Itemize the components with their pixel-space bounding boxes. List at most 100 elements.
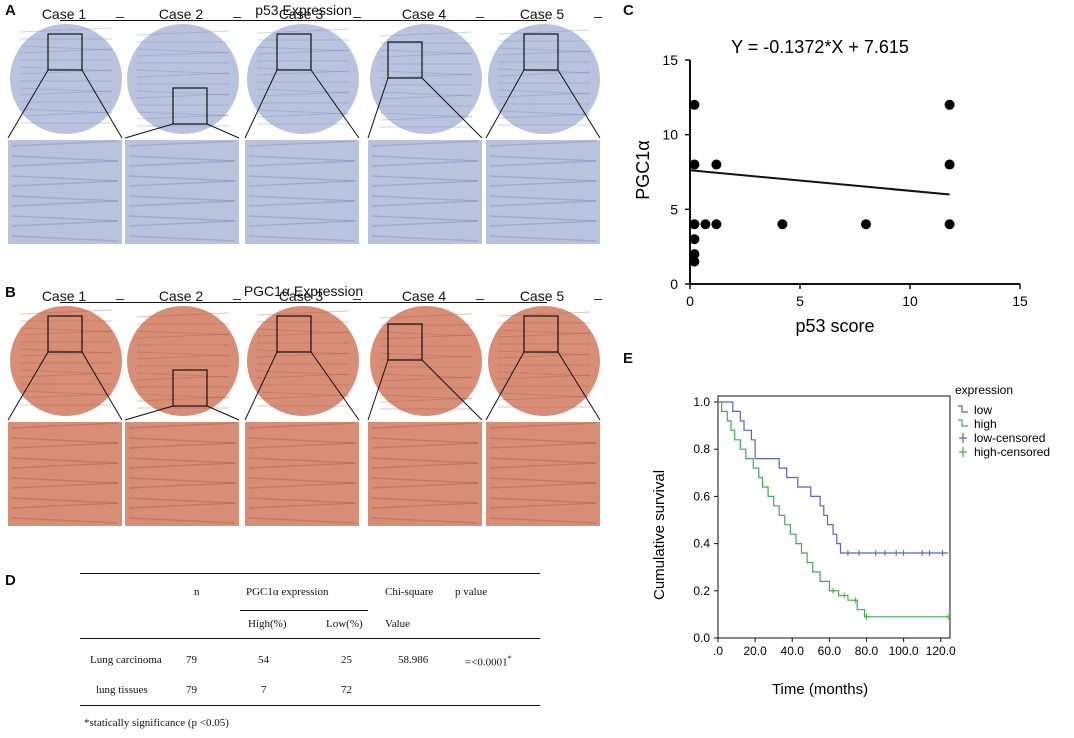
p53-zoom-texture (248, 200, 356, 207)
pgc1a-core-texture (497, 374, 591, 380)
chart-e-censor-mark (901, 550, 907, 557)
panel-a-title: p53 Expression (255, 2, 352, 18)
p53-zoom-box (47, 33, 83, 71)
pgc1a-zoom-texture (371, 477, 479, 484)
pgc1a-core-texture (19, 390, 113, 396)
p53-core-texture (136, 93, 230, 99)
p53-zoom-texture (128, 160, 236, 167)
p53-core-image (127, 24, 239, 134)
row-p-sup: * (507, 654, 512, 663)
p53-zoom-texture (371, 215, 479, 222)
pgc1a-zoom-texture (11, 457, 119, 464)
panel-label-b: B (5, 284, 16, 301)
legend-symbol-high (958, 419, 968, 427)
pgc1a-zoom-texture (248, 422, 356, 429)
table-subheader-rule (240, 610, 368, 611)
pgc1a-zoom-image (368, 422, 482, 526)
pgc1a-scale-bar (476, 299, 484, 300)
chart-c-y-tick-label: 5 (670, 201, 678, 217)
legend-label-high-censored: high-censored (974, 445, 1050, 459)
chart-e-series (718, 401, 951, 620)
p53-zoom-texture (489, 195, 597, 202)
p53-zoom-texture (248, 215, 356, 222)
table-header-high: High(%) (248, 618, 287, 630)
chart-e-frame (717, 395, 951, 639)
p53-core-texture (256, 109, 350, 115)
p53-core-texture (379, 49, 473, 55)
chart-c-point (777, 219, 788, 230)
pgc1a-core-texture (136, 330, 230, 336)
pgc1a-zoom-texture (489, 502, 597, 509)
pgc1a-zoom-texture (128, 482, 236, 489)
p53-zoom-image (245, 140, 359, 244)
pgc1a-zoom-line (310, 351, 360, 421)
p53-core-texture (136, 69, 230, 75)
p53-zoom-texture (489, 140, 597, 147)
pgc1a-zoom-texture (371, 462, 479, 469)
pgc1a-scale-bar (594, 299, 602, 300)
chart-c-point (689, 159, 700, 170)
p53-zoom-texture (489, 160, 597, 167)
p53-zoom-texture (248, 180, 356, 187)
p53-zoom-texture (248, 140, 356, 147)
p53-scale-bar (594, 17, 602, 18)
pgc1a-zoom-texture (489, 462, 597, 469)
chart-e-y-tick-label: 0.4 (693, 537, 710, 551)
chart-e-legend-title: expression (955, 383, 1013, 397)
p53-zoom-texture (371, 140, 479, 147)
pgc1a-core-texture (19, 309, 113, 315)
row-p-value: =<0.0001 (465, 656, 508, 669)
p53-zoom-texture (371, 160, 479, 167)
p53-case-image (124, 24, 240, 244)
pgc1a-core-texture (136, 393, 230, 399)
km-survival-chart: .0 20.0 40.0 60.0 80.0 100.0 120.0 0.0 0.2 0.4 0.6… (651, 383, 1050, 698)
p53-core-image (370, 24, 482, 134)
p53-zoom-image (368, 140, 482, 244)
table-top-rule (80, 573, 540, 574)
table-header-n: n (194, 586, 200, 598)
pgc1a-zoom-texture (11, 517, 119, 524)
chart-c-point (861, 219, 871, 230)
p53-zoom-box (523, 33, 559, 71)
p53-core-texture (379, 31, 473, 37)
chart-c-regression-line (689, 169, 950, 196)
pgc1a-core-texture (379, 331, 473, 337)
row-high: 7 (261, 684, 267, 696)
pgc1a-zoom-image (8, 422, 122, 526)
pgc1a-zoom-texture (248, 517, 356, 524)
p53-zoom-texture (371, 180, 479, 187)
pgc1a-zoom-texture (248, 457, 356, 464)
chart-c-xlabel: p53 score (795, 316, 874, 336)
row-n: 79 (186, 684, 197, 696)
chart-c-point (944, 219, 955, 230)
pgc1a-zoom-image (486, 422, 600, 526)
pgc1a-zoom-texture (371, 422, 479, 429)
pgc1a-zoom-line (421, 359, 483, 421)
pgc1a-zoom-texture (371, 442, 479, 449)
pgc1a-core-texture (379, 394, 473, 400)
p53-core-texture (136, 30, 230, 36)
legend-symbol-low (958, 405, 968, 413)
p53-core-texture (497, 47, 591, 53)
pgc1a-core-texture (136, 375, 230, 381)
pgc1a-zoom-texture (11, 477, 119, 484)
pgc1a-zoom-line (206, 405, 240, 421)
chart-c-point (944, 99, 955, 110)
pgc1a-zoom-texture (128, 462, 236, 469)
chart-e-xlabel: Time (months) (772, 681, 868, 698)
chart-e-x-tick-label: 80.0 (855, 644, 879, 658)
p53-zoom-line (485, 69, 525, 139)
pgc1a-zoom-texture (371, 502, 479, 509)
chart-e-y-tick-label: 0.6 (693, 489, 710, 503)
p53-zoom-texture (128, 140, 236, 147)
chart-e-series-low (718, 401, 949, 554)
p53-core-texture (379, 115, 473, 121)
p53-core-texture (497, 50, 591, 56)
chart-e-axes (717, 395, 951, 639)
p53-core-texture (379, 94, 473, 100)
p53-core-texture (497, 71, 591, 77)
pgc1a-core-texture (256, 391, 350, 397)
chart-e-x-tick-label: 20.0 (743, 644, 767, 658)
pgc1a-scale-bar (116, 299, 124, 300)
table-footnote: *statically significance (p <0.05) (84, 717, 229, 729)
